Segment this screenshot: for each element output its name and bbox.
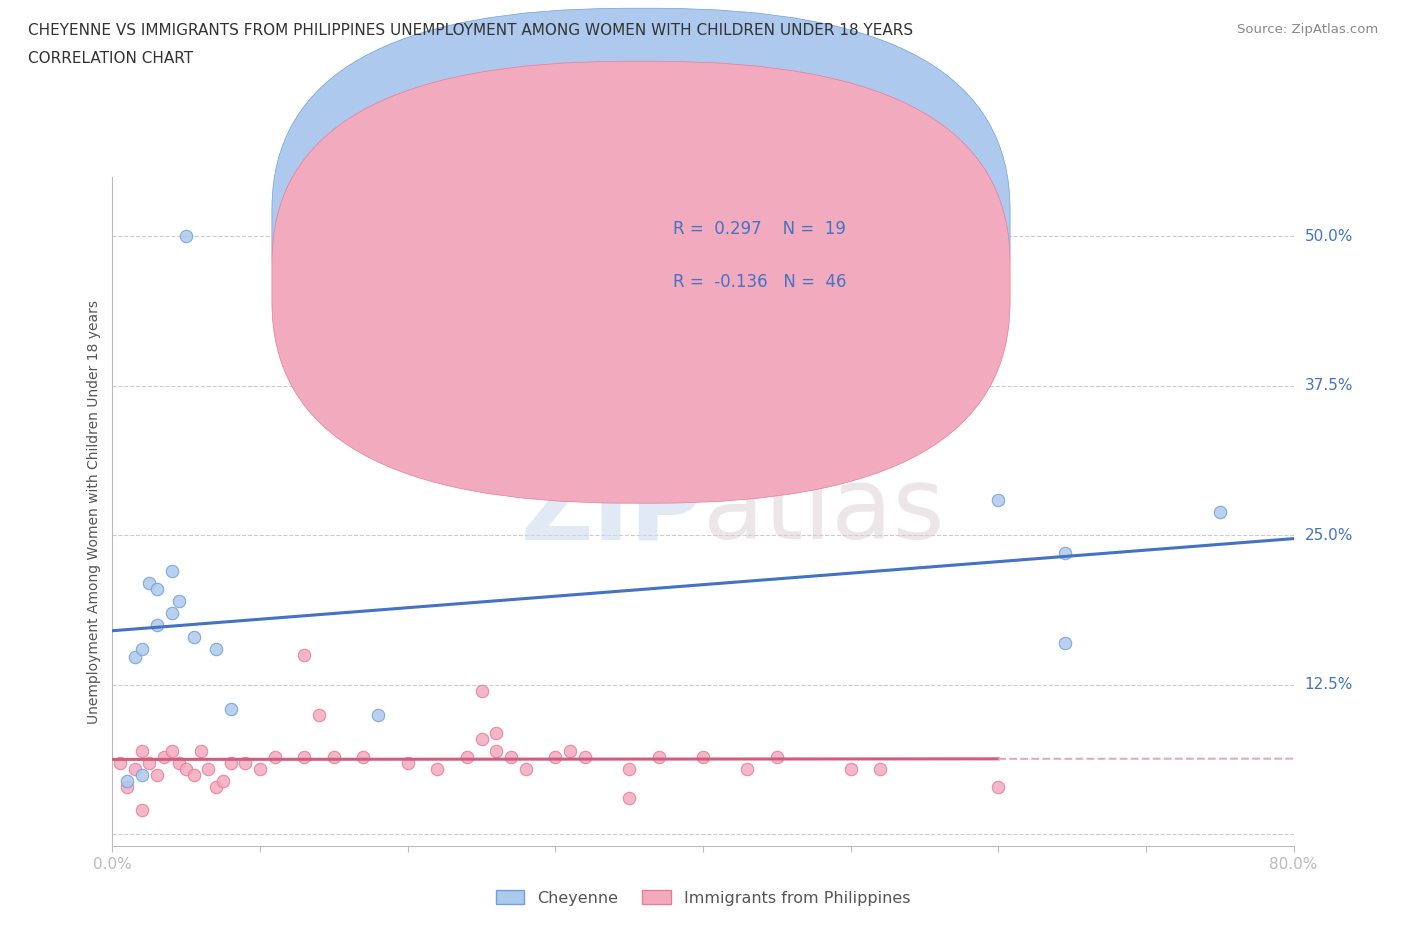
Point [146, 767, 169, 782]
Text: CORRELATION CHART: CORRELATION CHART [28, 51, 193, 66]
Point [131, 803, 153, 817]
Point [183, 630, 205, 644]
Point [197, 761, 219, 776]
FancyBboxPatch shape [271, 8, 1010, 450]
Point [766, 750, 789, 764]
Point [160, 564, 183, 578]
Point [619, 791, 641, 806]
Point [485, 743, 508, 758]
Point [987, 492, 1010, 507]
Text: 12.5%: 12.5% [1305, 677, 1353, 692]
Point [183, 767, 205, 782]
Point [174, 761, 197, 776]
Point [692, 750, 714, 764]
Point [219, 755, 242, 770]
Point [190, 743, 212, 758]
FancyBboxPatch shape [271, 61, 1010, 503]
Point [131, 642, 153, 657]
Point [367, 708, 389, 723]
Point [205, 779, 228, 794]
Point [124, 650, 146, 665]
Point [558, 743, 582, 758]
Point [292, 647, 315, 662]
Point [1053, 546, 1076, 561]
Point [160, 743, 183, 758]
Text: Source: ZipAtlas.com: Source: ZipAtlas.com [1237, 23, 1378, 36]
Point [515, 761, 537, 776]
Point [1208, 504, 1232, 519]
Point [869, 761, 891, 776]
Point [205, 642, 228, 657]
Point [219, 701, 242, 716]
Point [146, 618, 169, 632]
Point [167, 593, 190, 608]
Point [108, 755, 131, 770]
Point [264, 750, 287, 764]
Point [485, 725, 508, 740]
Text: R =  -0.136   N =  46: R = -0.136 N = 46 [673, 273, 846, 291]
Point [146, 582, 169, 597]
Point [574, 750, 596, 764]
Point [737, 761, 759, 776]
Point [138, 576, 160, 591]
Point [117, 773, 138, 788]
Point [174, 229, 197, 244]
Point [426, 761, 449, 776]
Text: 50.0%: 50.0% [1305, 229, 1353, 244]
Point [138, 755, 160, 770]
Text: ZIP: ZIP [520, 463, 703, 560]
Point [456, 750, 478, 764]
Point [470, 684, 494, 698]
Point [839, 761, 862, 776]
Point [249, 761, 271, 776]
Point [233, 755, 256, 770]
Point [131, 767, 153, 782]
Point [501, 750, 523, 764]
Legend: Cheyenne, Immigrants from Philippines: Cheyenne, Immigrants from Philippines [489, 884, 917, 912]
Text: atlas: atlas [703, 463, 945, 560]
Y-axis label: Unemployment Among Women with Children Under 18 years: Unemployment Among Women with Children U… [87, 299, 101, 724]
Point [544, 750, 567, 764]
Point [153, 750, 176, 764]
Point [1053, 635, 1076, 650]
Text: 25.0%: 25.0% [1305, 528, 1353, 543]
Point [131, 743, 153, 758]
Text: 37.5%: 37.5% [1305, 379, 1353, 393]
Point [352, 750, 374, 764]
Text: R =  0.297    N =  19: R = 0.297 N = 19 [673, 220, 846, 238]
Point [323, 750, 346, 764]
Point [212, 773, 235, 788]
Point [396, 755, 419, 770]
FancyBboxPatch shape [596, 197, 974, 331]
Point [167, 755, 190, 770]
Point [987, 779, 1010, 794]
Point [124, 761, 146, 776]
Point [308, 708, 330, 723]
Point [619, 761, 641, 776]
Point [292, 750, 315, 764]
Text: CHEYENNE VS IMMIGRANTS FROM PHILIPPINES UNEMPLOYMENT AMONG WOMEN WITH CHILDREN U: CHEYENNE VS IMMIGRANTS FROM PHILIPPINES … [28, 23, 914, 38]
Point [470, 731, 494, 746]
Point [647, 750, 671, 764]
Point [160, 605, 183, 620]
Point [117, 779, 138, 794]
